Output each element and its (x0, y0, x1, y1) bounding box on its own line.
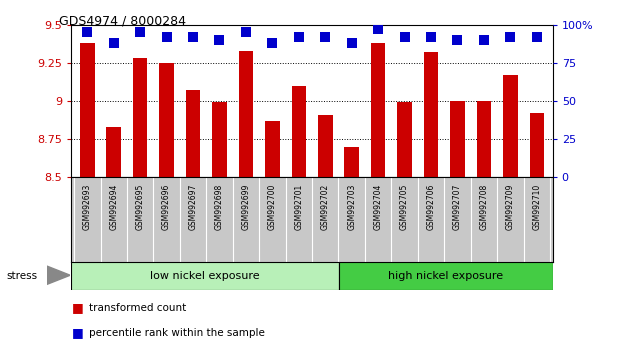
Text: GDS4974 / 8000284: GDS4974 / 8000284 (59, 14, 186, 27)
Text: GSM992700: GSM992700 (268, 184, 277, 230)
Text: GSM992710: GSM992710 (532, 184, 542, 230)
Text: ■: ■ (71, 326, 83, 339)
Point (294, 34, 304, 40)
Text: GSM992695: GSM992695 (135, 184, 145, 230)
Point (532, 34, 542, 40)
Text: GSM992709: GSM992709 (506, 184, 515, 230)
Text: low nickel exposure: low nickel exposure (150, 271, 260, 281)
Point (109, 40, 119, 46)
Point (135, 30, 145, 35)
Text: GSM992703: GSM992703 (347, 184, 356, 230)
Text: transformed count: transformed count (89, 303, 186, 313)
Bar (186, 90, 201, 177)
Point (188, 34, 198, 40)
Text: GSM992701: GSM992701 (294, 184, 303, 230)
Point (347, 40, 356, 46)
Point (426, 34, 436, 40)
Text: GSM992697: GSM992697 (189, 184, 197, 230)
Text: stress: stress (6, 271, 37, 281)
Text: GSM992693: GSM992693 (83, 184, 92, 230)
Bar (238, 51, 253, 177)
Bar (450, 101, 465, 177)
Text: high nickel exposure: high nickel exposure (388, 271, 503, 281)
Point (268, 40, 278, 46)
Bar (424, 52, 438, 177)
Text: ■: ■ (71, 302, 83, 314)
Text: GSM992694: GSM992694 (109, 184, 118, 230)
Text: GSM992696: GSM992696 (162, 184, 171, 230)
Text: GSM992708: GSM992708 (479, 184, 489, 230)
Bar (265, 121, 279, 177)
Bar (530, 113, 544, 177)
Bar (503, 75, 518, 177)
Bar (291, 86, 306, 177)
Bar (106, 127, 121, 177)
Bar (397, 102, 412, 177)
Point (214, 37, 224, 43)
Text: GSM992705: GSM992705 (400, 184, 409, 230)
Bar (371, 43, 386, 177)
Point (373, 27, 383, 32)
Bar (212, 102, 227, 177)
Point (479, 37, 489, 43)
Text: GSM992704: GSM992704 (374, 184, 383, 230)
Text: GSM992707: GSM992707 (453, 184, 462, 230)
Text: GSM992702: GSM992702 (321, 184, 330, 230)
Bar (80, 43, 94, 177)
Point (241, 30, 251, 35)
Text: percentile rank within the sample: percentile rank within the sample (89, 328, 265, 338)
Bar (71, 262, 339, 290)
Text: GSM992706: GSM992706 (427, 184, 435, 230)
Bar (160, 63, 174, 177)
Bar (318, 115, 333, 177)
Text: GSM992698: GSM992698 (215, 184, 224, 230)
Text: GSM992699: GSM992699 (242, 184, 250, 230)
Point (453, 37, 463, 43)
Point (505, 34, 515, 40)
Point (83, 30, 93, 35)
Bar (477, 101, 491, 177)
Bar (339, 262, 553, 290)
Bar (345, 147, 359, 177)
Polygon shape (47, 266, 70, 285)
Point (161, 34, 171, 40)
Point (320, 34, 330, 40)
Point (400, 34, 410, 40)
Bar (133, 58, 147, 177)
